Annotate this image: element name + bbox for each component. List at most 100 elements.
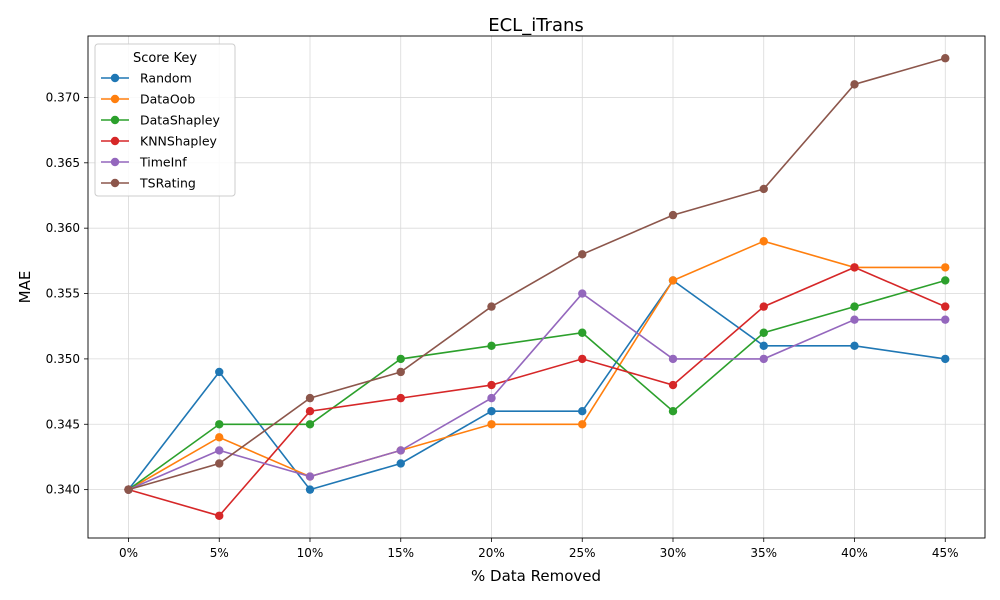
y-tick-label: 0.365 bbox=[46, 156, 80, 170]
legend-item-tsrating: TSRating bbox=[101, 176, 196, 191]
legend-item-dataoob: DataOob bbox=[101, 92, 195, 107]
series-layer bbox=[124, 54, 950, 520]
data-point-tsrating bbox=[578, 250, 587, 259]
legend-box bbox=[94, 43, 236, 197]
data-point-knnshapley bbox=[668, 380, 678, 390]
data-point-knnshapley bbox=[578, 354, 587, 364]
data-point-datashapley bbox=[305, 420, 315, 429]
data-point-datashapley bbox=[850, 302, 859, 311]
x-axis-title: % Data Removed bbox=[471, 567, 601, 585]
data-point-datashapley bbox=[941, 276, 950, 285]
plot-frame bbox=[87, 35, 986, 539]
data-point-dataoob bbox=[215, 433, 224, 442]
data-point-tsrating bbox=[124, 485, 133, 494]
series-line-random bbox=[127, 279, 946, 491]
y-tick-label: 0.360 bbox=[46, 221, 80, 235]
data-point-timeinf bbox=[487, 393, 496, 403]
data-point-timeinf bbox=[668, 354, 678, 364]
y-axis-title: MAE bbox=[16, 271, 34, 304]
legend-label: KNNShapley bbox=[140, 134, 218, 149]
legend-title: Score Key bbox=[133, 51, 197, 66]
data-point-random bbox=[578, 406, 587, 416]
legend-label: TimeInf bbox=[139, 155, 187, 170]
series-dataoob bbox=[124, 237, 950, 494]
data-point-knnshapley bbox=[305, 406, 315, 416]
series-line-knnshapley bbox=[128, 266, 946, 517]
data-point-random bbox=[850, 341, 859, 351]
x-tick-label: 15% bbox=[387, 546, 414, 560]
series-line-timeinf bbox=[128, 292, 946, 491]
legend-label: DataShapley bbox=[140, 113, 220, 128]
data-point-timeinf bbox=[396, 446, 405, 455]
data-point-tsrating bbox=[759, 184, 768, 194]
y-axis: 0.340 0.345 0.350 0.355 0.360 0.365 0.370 bbox=[46, 90, 88, 497]
data-point-timeinf bbox=[215, 446, 224, 455]
legend-label: Random bbox=[140, 71, 192, 86]
data-point-dataoob bbox=[759, 237, 768, 246]
legend-item-datashapley: DataShapley bbox=[101, 113, 220, 128]
data-point-timeinf bbox=[850, 315, 859, 324]
y-tick-label: 0.350 bbox=[46, 352, 80, 366]
data-point-timeinf bbox=[941, 315, 950, 324]
data-point-datashapley bbox=[668, 406, 678, 416]
data-point-timeinf bbox=[578, 289, 587, 298]
data-point-timeinf bbox=[759, 354, 768, 364]
series-line-tsrating bbox=[128, 57, 946, 491]
data-point-datashapley bbox=[487, 341, 496, 351]
data-point-datashapley bbox=[578, 328, 587, 337]
series-knnshapley bbox=[124, 263, 950, 520]
data-point-knnshapley bbox=[487, 380, 496, 390]
data-point-tsrating bbox=[215, 459, 224, 468]
series-datashapley bbox=[124, 276, 950, 494]
legend-item-random: Random bbox=[101, 71, 192, 86]
legend-marker bbox=[110, 178, 120, 188]
x-tick-label: 40% bbox=[841, 546, 868, 560]
series-line-dataoob bbox=[128, 240, 946, 491]
y-tick-label: 0.345 bbox=[46, 417, 80, 431]
series-tsrating bbox=[124, 54, 950, 494]
legend-marker bbox=[110, 136, 120, 146]
x-tick-label: 25% bbox=[569, 546, 596, 560]
chart-title: ECL_iTrans bbox=[488, 15, 584, 36]
data-point-dataoob bbox=[487, 420, 496, 429]
data-point-knnshapley bbox=[215, 511, 224, 520]
legend-marker bbox=[110, 73, 120, 83]
x-axis: 0% 5% 10% 15% 20% 25% 30% 35% 40% 45% bbox=[119, 538, 959, 560]
data-point-tsrating bbox=[487, 302, 496, 311]
data-point-random bbox=[305, 485, 315, 494]
x-tick-label: 30% bbox=[660, 546, 687, 560]
series-random bbox=[124, 276, 950, 494]
data-point-tsrating bbox=[668, 210, 678, 220]
data-point-dataoob bbox=[668, 276, 678, 285]
legend-item-timeinf: TimeInf bbox=[101, 155, 187, 170]
x-tick-label: 35% bbox=[750, 546, 777, 560]
data-point-tsrating bbox=[396, 367, 405, 377]
data-point-random bbox=[941, 354, 950, 364]
legend-label: DataOob bbox=[140, 92, 195, 107]
data-point-random bbox=[759, 341, 768, 351]
data-point-random bbox=[396, 459, 405, 468]
x-tick-label: 0% bbox=[119, 546, 138, 560]
data-point-random bbox=[215, 367, 224, 377]
legend-marker bbox=[110, 157, 120, 167]
data-point-tsrating bbox=[941, 54, 950, 63]
legend: Score Key Random DataOob DataShapley KNNSha… bbox=[94, 43, 236, 197]
x-tick-label: 5% bbox=[210, 546, 229, 560]
y-tick-label: 0.355 bbox=[46, 287, 80, 301]
data-point-datashapley bbox=[759, 328, 768, 337]
data-point-knnshapley bbox=[759, 302, 768, 311]
x-tick-label: 10% bbox=[297, 546, 324, 560]
data-point-datashapley bbox=[215, 420, 224, 429]
data-point-dataoob bbox=[578, 420, 587, 429]
data-point-knnshapley bbox=[396, 393, 405, 403]
data-point-timeinf bbox=[305, 472, 315, 481]
legend-marker bbox=[110, 115, 120, 125]
legend-label: TSRating bbox=[139, 176, 196, 191]
y-tick-label: 0.340 bbox=[46, 483, 80, 497]
data-point-knnshapley bbox=[850, 263, 859, 272]
legend-item-knnshapley: KNNShapley bbox=[101, 134, 218, 149]
series-line-datashapley bbox=[128, 279, 946, 491]
y-tick-label: 0.370 bbox=[46, 90, 80, 104]
x-tick-label: 45% bbox=[932, 546, 959, 560]
